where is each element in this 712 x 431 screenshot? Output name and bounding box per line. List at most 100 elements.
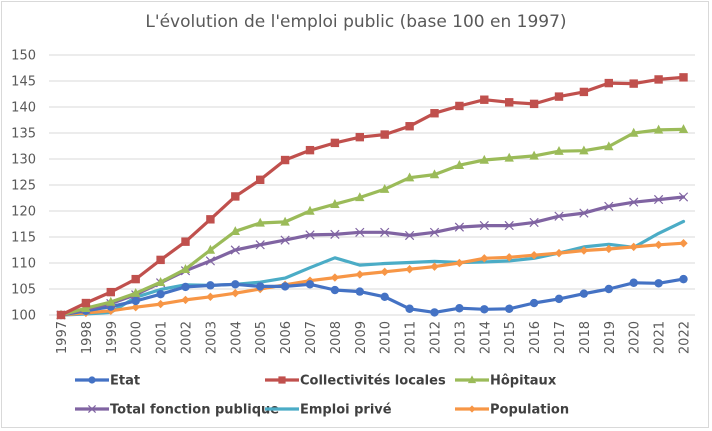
- data-point-square: [106, 287, 115, 297]
- chart-title: L'évolution de l'emploi public (base 100…: [145, 12, 566, 32]
- data-point-square: [679, 73, 688, 82]
- data-point-square: [131, 274, 140, 284]
- data-point-diamond: [579, 246, 589, 255]
- data-point-x: [404, 230, 415, 241]
- data-point-x: [255, 240, 265, 250]
- data-point-triangle: [629, 127, 639, 137]
- data-point-triangle: [554, 146, 564, 155]
- data-point-square: [654, 75, 663, 84]
- data-point-diamond: [505, 253, 514, 262]
- x-tick-label: 2001: [155, 321, 170, 354]
- data-point-diamond: [554, 248, 564, 258]
- data-point-square: [256, 175, 265, 184]
- gridlines: [49, 54, 695, 316]
- x-tick-label: 2013: [453, 321, 468, 354]
- x-tick-label: 2018: [578, 321, 593, 354]
- data-point-triangle: [330, 199, 340, 208]
- x-tick-label: 2010: [379, 321, 394, 354]
- x-axis-tick-labels: 1997 1998 1999 2000 2001 2002 2003 2004 2005 2006…: [55, 321, 693, 354]
- data-point-diamond: [455, 258, 464, 268]
- data-point-triangle: [380, 183, 390, 193]
- data-point-x: [355, 227, 365, 237]
- data-point-diamond: [529, 251, 539, 260]
- data-point-triangle: [653, 124, 664, 134]
- series-line-collectivites-locales: [59, 75, 686, 317]
- x-tick-label: 2021: [653, 321, 668, 354]
- legend-label: Emploi privé: [300, 403, 392, 418]
- data-point-x: [678, 192, 689, 202]
- data-point-diamond: [181, 295, 190, 305]
- data-point-square: [330, 138, 340, 148]
- data-point-circle: [256, 282, 265, 291]
- data-point-square: [529, 99, 539, 109]
- x-tick-label: 2011: [404, 321, 419, 354]
- data-point-diamond: [380, 267, 389, 277]
- data-point-diamond: [468, 405, 476, 413]
- data-point-triangle: [205, 244, 216, 254]
- data-point-circle: [529, 298, 539, 308]
- data-point-square: [579, 87, 589, 97]
- data-point-x: [653, 194, 664, 205]
- data-point-diamond: [480, 254, 489, 263]
- data-point-diamond: [405, 265, 414, 274]
- data-point-circle: [231, 280, 240, 289]
- data-point-square: [505, 98, 514, 107]
- legend-label: Hôpitaux: [490, 374, 557, 389]
- x-tick-label: 2009: [354, 321, 369, 354]
- x-tick-label: 2012: [429, 321, 444, 354]
- data-point-x: [205, 256, 216, 266]
- x-tick-label: 2003: [204, 321, 219, 354]
- data-point-diamond: [629, 242, 638, 252]
- data-point-triangle: [81, 303, 91, 312]
- data-point-triangle: [404, 172, 415, 182]
- series-line-population: [59, 241, 686, 317]
- x-tick-label: 1999: [105, 321, 120, 354]
- data-point-diamond: [654, 240, 663, 249]
- data-point-circle: [280, 282, 290, 291]
- data-point-triangle: [180, 264, 191, 273]
- data-point-circle: [455, 304, 464, 313]
- data-point-triangle: [678, 124, 689, 134]
- data-point-triangle: [230, 226, 240, 235]
- y-axis-tick-labels: 100 105 110 115 120 125 130 135 140 145 150: [11, 49, 36, 324]
- series-line-emploi-prive: [59, 219, 686, 317]
- data-point-circle: [505, 304, 514, 313]
- legend-label: Etat: [110, 374, 140, 389]
- legend: Etat Collectivités locales Hôpitaux Total f…: [75, 374, 569, 418]
- series-etat: [56, 274, 688, 320]
- data-point-x: [454, 222, 465, 232]
- data-point-square: [380, 130, 389, 139]
- x-tick-label: 2000: [130, 321, 145, 354]
- data-point-square: [554, 92, 564, 101]
- series-line-hopitaux: [59, 127, 686, 317]
- legend-item-hopitaux: Hôpitaux: [455, 374, 557, 389]
- data-point-circle: [88, 376, 96, 384]
- data-point-square: [305, 145, 315, 155]
- y-tick-label: 125: [11, 179, 36, 194]
- data-point-x: [380, 227, 390, 237]
- legend-label: Collectivités locales: [300, 374, 446, 389]
- data-point-diamond: [330, 273, 340, 282]
- data-point-square: [604, 78, 613, 88]
- data-point-square: [480, 95, 489, 104]
- data-point-square: [278, 376, 286, 384]
- series-line-etat: [59, 277, 686, 317]
- data-point-square: [231, 192, 240, 201]
- data-point-x: [604, 201, 614, 211]
- x-tick-label: 2015: [503, 321, 518, 354]
- x-tick-label: 2004: [229, 321, 244, 354]
- series-total-fonction-publique: [56, 192, 689, 320]
- data-point-circle: [206, 281, 215, 290]
- data-point-triangle: [579, 145, 589, 155]
- x-tick-label: 2020: [628, 321, 643, 354]
- data-point-x: [87, 404, 97, 414]
- data-point-triangle: [131, 287, 141, 297]
- data-point-triangle: [454, 160, 465, 169]
- data-point-triangle: [305, 205, 315, 215]
- data-point-x: [529, 217, 539, 228]
- data-point-triangle: [529, 150, 539, 160]
- data-point-diamond: [231, 288, 240, 298]
- legend-item-etat: Etat: [75, 374, 140, 389]
- data-point-diamond: [355, 270, 364, 279]
- y-tick-label: 100: [11, 309, 36, 324]
